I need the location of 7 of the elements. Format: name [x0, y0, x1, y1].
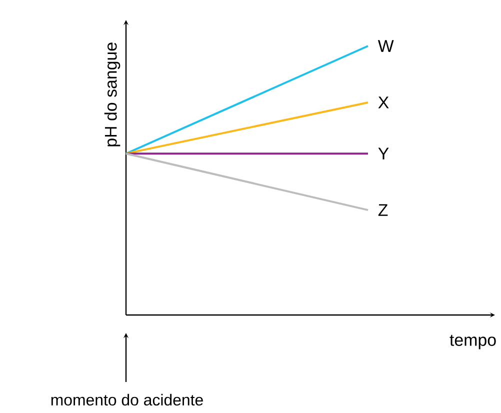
series-label: Y	[378, 148, 389, 160]
y-axis-title: pH do sangue	[104, 42, 120, 146]
series-label: Z	[378, 204, 388, 216]
series-label: X	[378, 96, 389, 108]
text: momento do acidente	[51, 394, 203, 406]
x-axis-title: tempo	[450, 334, 496, 350]
series-label: W	[378, 40, 394, 52]
